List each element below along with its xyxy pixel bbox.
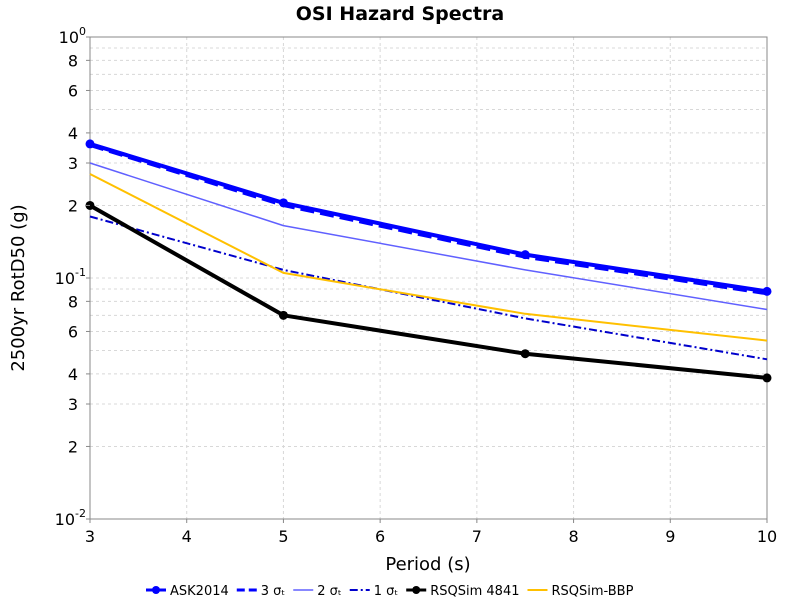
series-4-point-3 (762, 373, 772, 383)
series-4-point-1 (278, 310, 288, 320)
y-tick-label-2: 6 (68, 81, 78, 100)
x-tick-label-7: 10 (757, 527, 777, 546)
y-tick-label-9: 4 (68, 365, 78, 384)
series-line-1 (89, 143, 768, 296)
y-tick-label-12: 10-2 (55, 507, 86, 529)
x-tick-label-5: 8 (568, 527, 578, 546)
legend-label-5: RSQSim-BBP (551, 584, 633, 599)
legend-label-0: ASK2014 (170, 584, 229, 599)
y-tick-label-7: 8 (68, 292, 78, 311)
x-tick-label-2: 5 (278, 527, 288, 546)
y-axis-ticks: 100 8 6 4 3 2 10-1 8 6 4 3 2 10-2 (55, 25, 90, 529)
series-4-point-2 (520, 349, 530, 359)
legend-marker-4 (412, 586, 421, 594)
legend-item-2: 2 σₜ (293, 584, 342, 599)
series-5 (89, 173, 768, 342)
legend-item-3: 1 σₜ (349, 584, 399, 599)
x-axis-ticks: 3 4 5 6 7 8 9 10 (85, 519, 777, 546)
legend-label-1: 3 σₜ (261, 584, 286, 599)
legend-marker-0 (152, 586, 160, 594)
y-tick-label-10: 3 (68, 395, 78, 414)
series-layer (85, 139, 772, 383)
legend-label-2: 2 σₜ (317, 584, 342, 599)
legend: ASK2014 3 σₜ 2 σₜ 1 σₜ RSQSim 4841 RSQSim-BBP (146, 584, 634, 599)
y-tick-label-8: 6 (68, 322, 78, 341)
x-axis-title: Period (s) (385, 554, 470, 575)
y-tick-label-0: 100 (59, 25, 86, 47)
y-tick-label-6: 10-1 (55, 266, 86, 288)
x-tick-label-0: 3 (85, 527, 95, 546)
series-line-5 (89, 173, 768, 342)
chart-title: OSI Hazard Spectra (296, 3, 504, 25)
series-2 (89, 162, 768, 311)
y-axis-title: 2500yr RotD50 (g) (8, 204, 29, 371)
series-4 (85, 200, 772, 383)
series-line-4 (89, 203, 768, 380)
x-tick-label-1: 4 (182, 527, 192, 546)
y-tick-label-3: 4 (68, 124, 78, 143)
legend-item-4: RSQSim 4841 (406, 584, 519, 599)
x-tick-label-4: 7 (472, 527, 482, 546)
y-tick-label-1: 8 (68, 51, 78, 70)
legend-label-3: 1 σₜ (374, 584, 399, 599)
y-tick-label-4: 3 (68, 154, 78, 173)
y-tick-label-11: 2 (68, 437, 78, 456)
series-line-0 (89, 141, 768, 294)
x-tick-label-6: 9 (665, 527, 675, 546)
legend-item-5: RSQSim-BBP (527, 584, 634, 599)
legend-item-0: ASK2014 (146, 584, 229, 599)
x-tick-label-3: 6 (375, 527, 385, 546)
y-tick-label-5: 2 (68, 196, 78, 215)
legend-item-1: 3 σₜ (236, 584, 286, 599)
legend-label-4: RSQSim 4841 (430, 584, 519, 599)
series-line-2 (89, 162, 768, 311)
series-1 (89, 143, 768, 296)
